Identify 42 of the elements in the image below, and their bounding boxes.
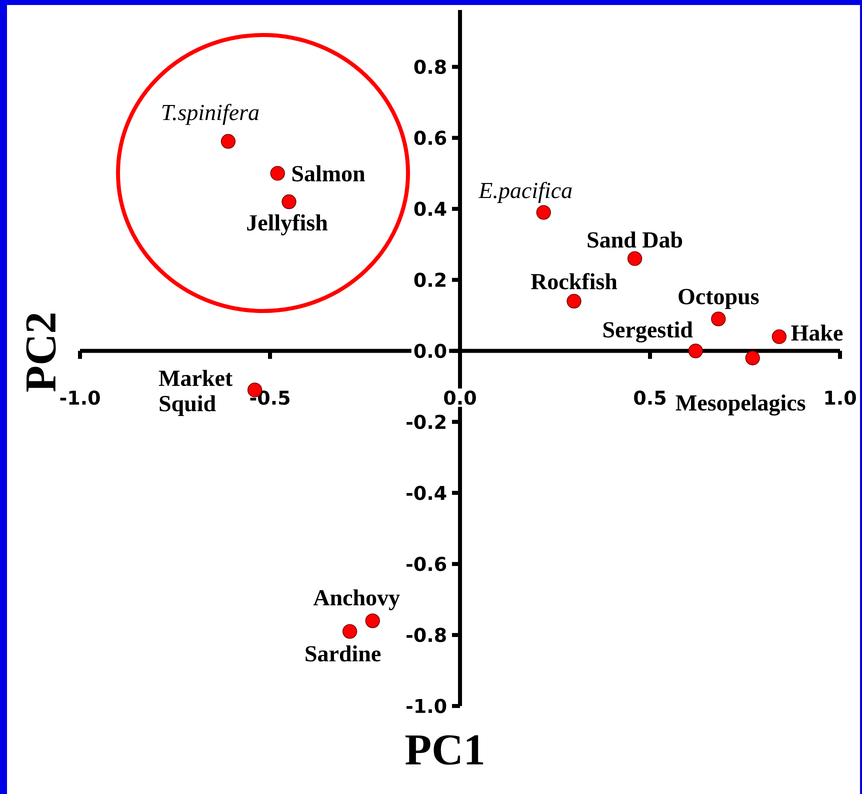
y-tick-label: 0.2 bbox=[414, 272, 446, 288]
series-label: Sardine bbox=[306, 645, 381, 662]
y-tick-label: -0.8 bbox=[406, 628, 446, 642]
point bbox=[365, 613, 380, 628]
series-label: Mesopelagics bbox=[676, 394, 806, 416]
point bbox=[536, 205, 551, 220]
y-tick-label: -0.2 bbox=[406, 414, 446, 430]
point bbox=[627, 251, 642, 266]
point bbox=[342, 624, 358, 639]
x-tick-label: 0.5 bbox=[634, 390, 666, 405]
series-label: E.pacifica bbox=[478, 182, 572, 203]
point bbox=[270, 166, 285, 181]
y-tick-label: 0.0 bbox=[414, 344, 446, 358]
point bbox=[772, 329, 787, 344]
series-label: Rockfish bbox=[530, 272, 618, 290]
point bbox=[745, 350, 760, 366]
legend-label: Salmon bbox=[292, 165, 365, 182]
x-tick-label: 1.0 bbox=[825, 390, 856, 405]
series-label: Hake bbox=[791, 324, 843, 341]
x-tick-label: -0.5 bbox=[250, 390, 290, 405]
point bbox=[566, 294, 582, 309]
series-label: Sand Dab bbox=[588, 231, 682, 248]
point bbox=[711, 312, 726, 326]
series-label: Sergestid bbox=[603, 321, 693, 342]
y-tick-label: 0.6 bbox=[414, 130, 446, 146]
y-tick-label: -1.0 bbox=[406, 698, 446, 714]
series-label: T.spinifera bbox=[162, 104, 259, 125]
y-tick-label: -0.4 bbox=[406, 486, 446, 500]
point bbox=[282, 194, 296, 210]
x-tick-label: 0.0 bbox=[444, 390, 476, 405]
y-tick-label: 0.8 bbox=[414, 60, 446, 74]
series-label: Market Squid bbox=[158, 370, 233, 416]
y-axis-title: PC2 bbox=[26, 314, 56, 392]
series-label: Anchovy bbox=[313, 589, 400, 610]
y-tick-label: -0.6 bbox=[406, 556, 446, 572]
series-label: Jellyfish bbox=[247, 214, 328, 236]
y-tick-label: 0.4 bbox=[414, 202, 446, 216]
point bbox=[688, 344, 703, 358]
point bbox=[220, 134, 236, 149]
x-axis-title: PC1 bbox=[405, 735, 484, 765]
x-tick-label: -1.0 bbox=[60, 390, 100, 405]
series-label: Octopus bbox=[678, 288, 759, 309]
